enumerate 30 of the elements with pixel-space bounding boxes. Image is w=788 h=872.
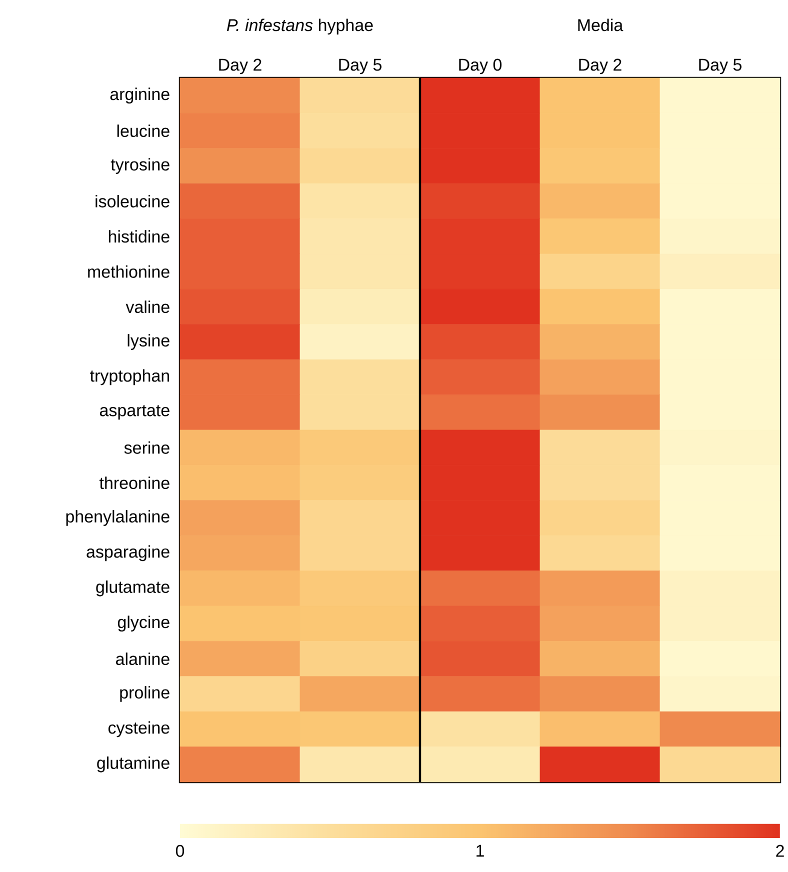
x-tick-label: Day 2 [579,58,622,74]
y-tick-label: serine [124,441,170,454]
text: Media [578,18,624,32]
x-tick-label: Day 2 [219,58,262,74]
y-tick-label: alanine [116,652,170,666]
color-bar-label: 1 [476,844,484,857]
y-tick-label: isoleucine [96,194,170,208]
y-tick-label: arginine [110,88,170,104]
y-tick-label: threonine [99,476,170,490]
y-tick-label: histidine [108,230,170,243]
color-bar-label: 2 [776,844,784,857]
color-bar-label: 0 [176,844,184,857]
y-tick-label: tryptophan [90,369,170,386]
y-tick-label: valine [126,300,170,314]
y-tick-label: methionine [88,265,170,278]
y-tick-label: phenylalanine [66,510,170,526]
x-tick-label: Day 5 [339,58,382,74]
y-tick-label: asparagine [86,545,170,562]
y-tick-label: leucine [117,124,170,138]
y-tick-label: glycine [118,616,170,632]
y-tick-label: proline [120,686,170,702]
y-tick-label: cysteine [108,721,170,738]
y-tick-label: aspartate [100,405,170,420]
y-tick-label: glutamate [96,580,170,596]
y-tick-label: tyrosine [110,158,170,174]
x-tick-label: Day 5 [699,58,742,74]
y-tick-label: lysine [128,334,170,350]
text: P. infestans hyphae [226,18,373,35]
y-tick-label: glutamine [97,756,170,772]
x-tick-label: Day 0 [459,58,502,74]
